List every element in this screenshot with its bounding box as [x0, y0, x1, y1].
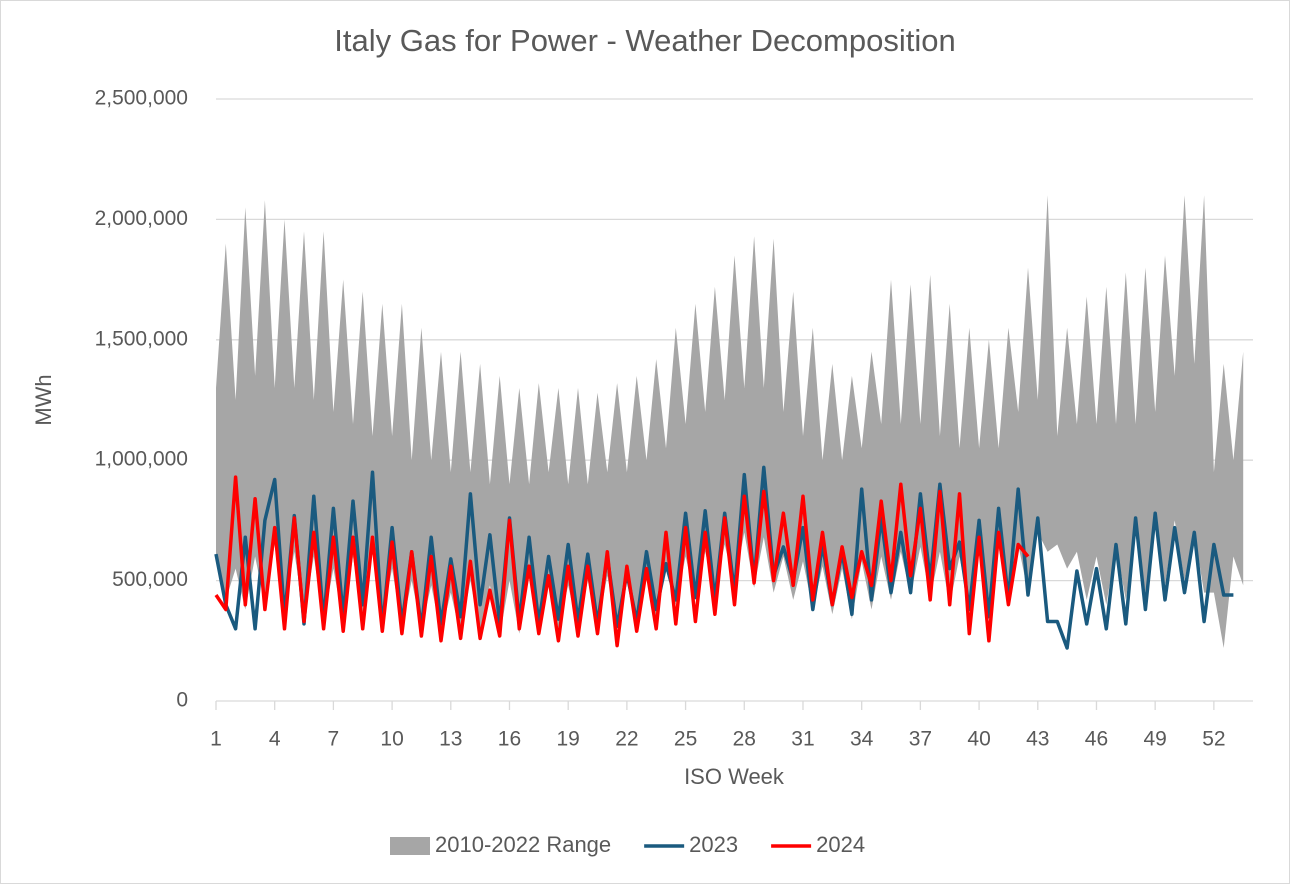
x-tick-label: 46	[1085, 728, 1108, 751]
x-tick-label: 25	[674, 728, 697, 751]
y-tick-label: 2,000,000	[95, 207, 188, 230]
x-tick-label: 40	[967, 728, 990, 751]
y-tick-label: 1,000,000	[95, 448, 188, 471]
x-tick-label: 43	[1026, 728, 1049, 751]
legend-swatch	[390, 837, 430, 855]
x-tick-label: 49	[1143, 728, 1166, 751]
chart-title: Italy Gas for Power - Weather Decomposit…	[334, 23, 955, 58]
x-tick-label: 31	[791, 728, 814, 751]
x-tick-label: 1	[210, 728, 222, 751]
x-tick-label: 34	[850, 728, 874, 751]
legend-label: 2010-2022 Range	[435, 832, 611, 857]
legend-label: 2024	[816, 832, 865, 857]
x-tick-label: 4	[269, 728, 281, 751]
x-tick-label: 19	[557, 728, 580, 751]
y-tick-label: 1,500,000	[95, 327, 188, 350]
x-tick-label: 13	[439, 728, 462, 751]
x-tick-label: 22	[615, 728, 638, 751]
x-tick-label: 7	[328, 728, 340, 751]
x-tick-label: 10	[380, 728, 403, 751]
x-tick-label: 52	[1202, 728, 1225, 751]
y-axis-title: MWh	[31, 374, 56, 425]
y-tick-label: 2,500,000	[95, 87, 188, 110]
x-tick-label: 37	[909, 728, 932, 751]
x-axis-title: ISO Week	[684, 764, 785, 789]
legend-label: 2023	[689, 832, 738, 857]
series-line	[214, 475, 1030, 648]
x-tick-label: 28	[733, 728, 756, 751]
y-tick-label: 0	[176, 689, 188, 712]
x-tick-label: 16	[498, 728, 521, 751]
y-tick-label: 500,000	[112, 568, 188, 591]
